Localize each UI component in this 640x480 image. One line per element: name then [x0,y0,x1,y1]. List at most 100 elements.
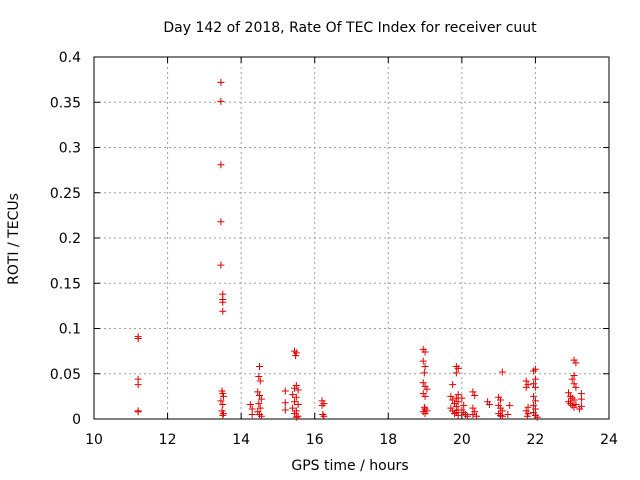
data-point [219,410,227,418]
data-point [485,401,493,409]
data-point [423,385,431,393]
data-point [290,410,298,418]
data-point [531,397,539,405]
data-point [566,400,574,408]
data-point [419,379,427,387]
data-point [134,334,142,342]
data-point [421,363,429,371]
data-point [419,357,427,365]
data-point [281,399,289,407]
data-point [217,78,225,86]
data-point [454,411,462,419]
data-point [420,369,428,377]
data-point [292,352,300,360]
data-point [531,405,539,413]
data-points [134,78,585,421]
data-point [134,408,142,416]
data-point [473,412,481,420]
x-tick-label: 24 [600,432,618,448]
data-point [254,388,262,396]
y-tick-label: 0.3 [59,141,81,157]
data-point [523,412,531,420]
data-point [463,412,471,420]
data-point [452,369,460,377]
grid [94,57,609,419]
data-point [219,411,227,419]
data-point [462,410,470,418]
data-point [452,363,460,371]
data-point [454,398,462,406]
data-point [568,401,576,409]
data-point [572,401,580,409]
data-point [256,363,264,371]
data-point [568,394,576,402]
data-point [246,401,254,409]
data-point [217,218,225,226]
data-point [294,386,302,394]
data-point [217,161,225,169]
data-point [458,394,466,402]
data-point [219,298,227,306]
data-point [531,365,539,373]
data-point [256,391,264,399]
data-point [565,398,573,406]
data-point [522,377,530,385]
x-tick-label: 22 [527,432,545,448]
data-point [506,401,514,409]
tick-labels: 10 12 14 16 18 20 22 24 0 0.05 0.1 0.15 0.2 0.25 0.3 0.… [50,50,618,448]
data-point [449,396,457,404]
y-tick-label: 0 [72,412,81,428]
data-point [577,395,585,403]
data-point [248,410,256,418]
chart-title: Day 142 of 2018, Rate Of TEC Index for r… [163,20,537,36]
data-point [530,380,538,388]
data-point [134,381,142,389]
data-point [568,375,576,383]
data-point [421,410,429,418]
data-point [531,375,539,383]
axis-ticks [93,56,610,420]
data-point [420,403,428,411]
data-point [257,395,265,403]
y-tick-label: 0.4 [59,50,81,66]
data-point [570,372,578,380]
data-point [496,396,504,404]
data-point [217,97,225,105]
data-point [496,411,504,419]
x-tick-label: 20 [453,432,471,448]
data-point [320,412,328,420]
data-point [290,384,298,392]
y-axis-label: ROTI / TECUs [6,193,22,285]
data-point [255,372,263,380]
data-point [256,377,264,385]
data-point [257,412,265,420]
data-point [566,392,574,400]
data-point [452,402,460,410]
y-tick-label: 0.35 [50,95,81,111]
data-point [217,261,225,269]
x-tick-label: 10 [85,432,103,448]
data-point [530,367,538,375]
data-point [318,401,326,409]
data-point [460,401,468,409]
data-point [530,401,538,409]
data-point [454,391,462,399]
data-point [524,403,532,411]
data-point [533,413,541,421]
data-point [281,406,289,414]
data-point [530,392,538,400]
data-point [471,391,479,399]
y-tick-label: 0.1 [59,322,81,338]
data-point [219,401,227,409]
y-tick-label: 0.15 [50,276,81,292]
data-point [289,391,297,399]
data-point [576,405,584,413]
data-point [469,410,477,418]
data-point [469,388,477,396]
data-point [319,410,327,418]
data-point [255,400,263,408]
data-point [294,401,302,409]
data-point [256,404,264,412]
y-tick-label: 0.25 [50,186,81,202]
